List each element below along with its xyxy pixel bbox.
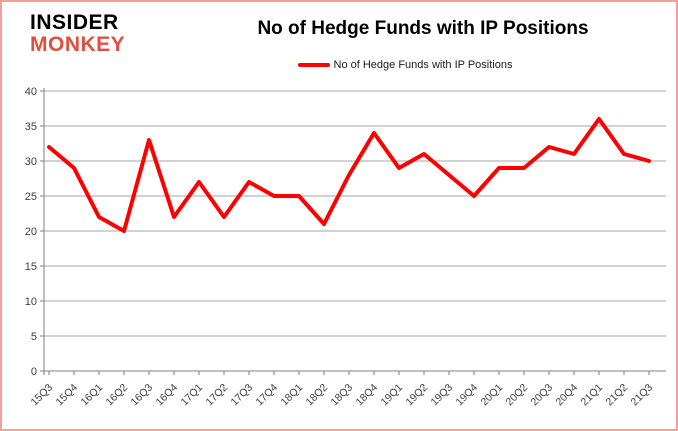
- logo-word-monkey: MONKEY: [30, 33, 126, 56]
- chart-legend: No of Hedge Funds with IP Positions: [130, 59, 676, 71]
- axis-tick-label: 20Q3: [528, 382, 555, 409]
- axis-tick-label: 16Q2: [103, 382, 130, 409]
- axis-tick-label: 21Q3: [628, 382, 655, 409]
- series-line: [47, 117, 651, 233]
- axis-tick-label: 40: [25, 86, 37, 98]
- axis-tick-label: 15: [25, 261, 37, 273]
- axis-tick-label: 16Q3: [128, 382, 155, 409]
- axis-tick-label: 18Q1: [278, 382, 305, 409]
- axis-tick-label: 10: [25, 296, 37, 308]
- axis-tick-label: 21Q1: [578, 382, 605, 409]
- chart-title: No of Hedge Funds with IP Positions: [257, 18, 589, 39]
- axis-tick-label: 16Q4: [153, 382, 180, 409]
- legend-line-swatch: [297, 63, 330, 67]
- axis-tick-label: 17Q2: [203, 382, 230, 409]
- axis-tick-label: 19Q3: [428, 382, 455, 409]
- axis-tick-label: 17Q4: [253, 382, 280, 409]
- axis-tick-label: 21Q2: [603, 382, 630, 409]
- axis-tick-label: 25: [25, 191, 37, 203]
- axis-tick-label: 15Q4: [53, 382, 80, 409]
- axis-tick-label: 18Q3: [328, 382, 355, 409]
- axis-tick-label: 18Q4: [353, 382, 380, 409]
- axis-tick-label: 19Q2: [403, 382, 430, 409]
- axis-tick-label: 17Q1: [178, 382, 205, 409]
- axis-tick-label: 15Q3: [28, 382, 55, 409]
- legend-label: No of Hedge Funds with IP Positions: [333, 59, 513, 71]
- insider-monkey-logo: INSIDER MONKEY: [30, 12, 125, 56]
- axis-tick-label: 20Q2: [503, 382, 530, 409]
- axis-tick-label: 19Q1: [378, 382, 405, 409]
- axis-tick-label: 0: [31, 366, 37, 378]
- axis-tick-label: 35: [25, 121, 37, 133]
- axis-tick-label: 18Q2: [303, 382, 330, 409]
- axis-tick-label: 5: [31, 331, 37, 343]
- axis-tick-label: 17Q3: [228, 382, 255, 409]
- axis-tick-label: 20: [25, 226, 37, 238]
- axis-tick-label: 19Q4: [453, 382, 480, 409]
- axis-tick-label: 20Q1: [478, 382, 505, 409]
- axis-tick-label: 30: [25, 156, 37, 168]
- axis-tick-label: 16Q1: [78, 382, 105, 409]
- axis-tick-label: 20Q4: [553, 382, 580, 409]
- logo-word-insider: INSIDER: [30, 11, 119, 34]
